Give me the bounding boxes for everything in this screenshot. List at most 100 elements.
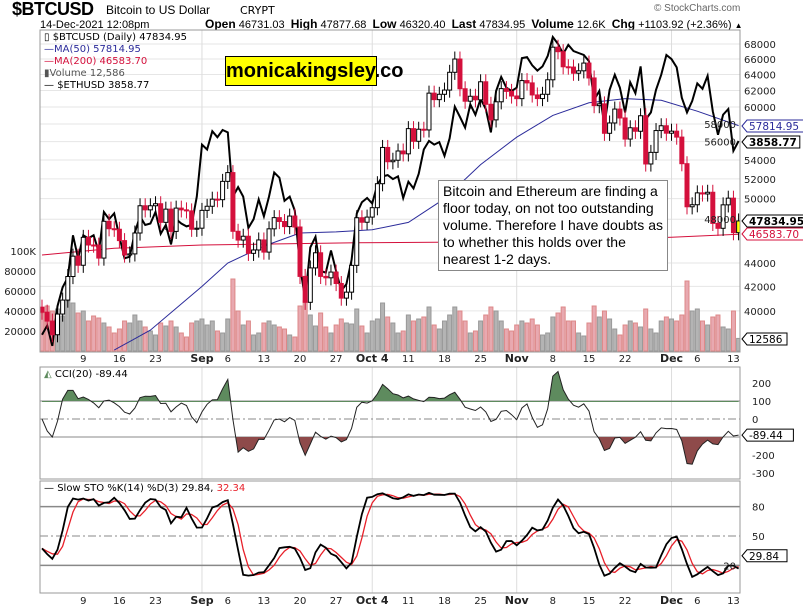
candle-body: [725, 197, 731, 206]
candle-body: [349, 264, 355, 293]
candle-body: [116, 228, 122, 242]
x-tick-label: 27: [330, 596, 343, 607]
volume-bar: [405, 314, 411, 352]
price-tick-label: 62000: [744, 86, 776, 97]
volume-bar: [349, 323, 355, 352]
bar-chart-icon: ▮: [44, 68, 50, 79]
sto-panel-frame: [39, 480, 741, 594]
price-last-label-box: [741, 214, 803, 228]
candle-body: [483, 81, 489, 105]
x-tick-label: 13: [727, 354, 740, 365]
volume-bar: [586, 322, 592, 352]
candle-body: [380, 146, 386, 185]
volume-bar: [328, 332, 334, 352]
volume-last-label: 12586: [741, 332, 788, 346]
ma200-last-label: 46583.70: [741, 227, 803, 241]
candle-body: [576, 70, 582, 74]
candle-body: [60, 299, 66, 315]
cci-tick-label: 100: [752, 397, 771, 408]
volume-bar: [359, 325, 365, 352]
candle-body: [632, 127, 638, 132]
cci-tick-label: 0: [752, 415, 758, 426]
candle-body: [40, 306, 45, 313]
candle-body: [452, 58, 458, 73]
cci-tick-label: 200: [752, 379, 771, 390]
volume-bar: [333, 324, 339, 352]
candle-body: [209, 198, 215, 207]
candle-body: [328, 271, 334, 279]
volume-bar: [173, 326, 179, 352]
candle-body: [194, 227, 200, 230]
price-tick-label: 50000: [744, 195, 776, 206]
ma200-last-label-text: 46583.70: [749, 229, 799, 241]
price-tick-label: 58000: [704, 120, 736, 131]
x-tick-label: 20: [294, 596, 307, 607]
candle-body: [287, 215, 293, 228]
volume-bar: [426, 306, 432, 352]
candle-body: [565, 66, 571, 69]
sto-title-d: 32.34: [216, 483, 246, 494]
volume-bars: [40, 278, 740, 352]
x-tick-label: 8: [550, 596, 556, 607]
volume-bar: [338, 318, 344, 352]
volume-bar: [570, 320, 576, 352]
volume-bar: [632, 322, 638, 352]
candle-body: [545, 79, 551, 95]
x-tick-label: 6: [225, 596, 231, 607]
sto-tick-label: 50: [752, 532, 765, 543]
cci-panel: [40, 370, 740, 465]
x-tick-label: 15: [583, 596, 596, 607]
low-label: Low: [372, 17, 397, 31]
volume-bar: [168, 320, 174, 352]
volume-bar: [91, 315, 97, 352]
volume-bar: [297, 305, 303, 352]
price-tick-label: 56000: [704, 138, 736, 149]
candle-body: [457, 58, 463, 90]
chg-label: Chg: [611, 17, 636, 31]
volume-bar: [318, 312, 324, 352]
volume-bar: [560, 306, 566, 352]
quote-bar: Open 46731.03 High 47877.68 Low 46320.40…: [205, 18, 742, 32]
volume-bar: [225, 318, 231, 352]
candle-body: [617, 108, 623, 119]
volume-bar: [674, 320, 680, 352]
price-tick-label: 48000: [704, 215, 736, 226]
ma50-last-label: 57814.95: [741, 119, 803, 133]
volume-bar: [550, 316, 556, 352]
volume-bar: [669, 318, 675, 352]
x-tick-label: 13: [258, 596, 271, 607]
sto-tick-label: 80: [752, 503, 765, 514]
volume-bar: [343, 322, 349, 352]
x-tick-label: Nov: [505, 594, 530, 607]
candle-body: [534, 94, 540, 100]
volume-bar: [256, 332, 262, 352]
candle-body: [168, 208, 174, 232]
volume-bar: [663, 316, 669, 352]
volume-bar: [514, 324, 520, 352]
volume-bar: [581, 335, 587, 352]
candle-body: [441, 89, 447, 95]
cci-legend: ◭ CCI(20) -89.44: [44, 369, 128, 381]
candle-body: [312, 252, 318, 269]
volume-bar: [364, 332, 370, 352]
volume-bar: [282, 328, 288, 352]
candle-body: [307, 267, 313, 303]
candle-body: [462, 88, 468, 102]
volume-bar: [122, 320, 128, 352]
volume-bar: [230, 278, 236, 352]
volume-bar: [292, 336, 298, 352]
exchange-label: CRYPT: [240, 4, 275, 17]
volume-bar: [467, 332, 473, 352]
candle-body: [612, 108, 618, 124]
candle-body: [622, 117, 628, 140]
volume-bar: [116, 328, 122, 352]
x-tick-label: 11: [402, 596, 415, 607]
candle-body: [354, 217, 360, 266]
volume-bar: [545, 332, 551, 352]
candle-body: [447, 71, 453, 91]
candle-body: [679, 136, 685, 165]
candle-body: [343, 291, 349, 299]
candle-body: [163, 208, 169, 223]
candle-body: [400, 150, 406, 155]
candle-body: [302, 275, 308, 303]
